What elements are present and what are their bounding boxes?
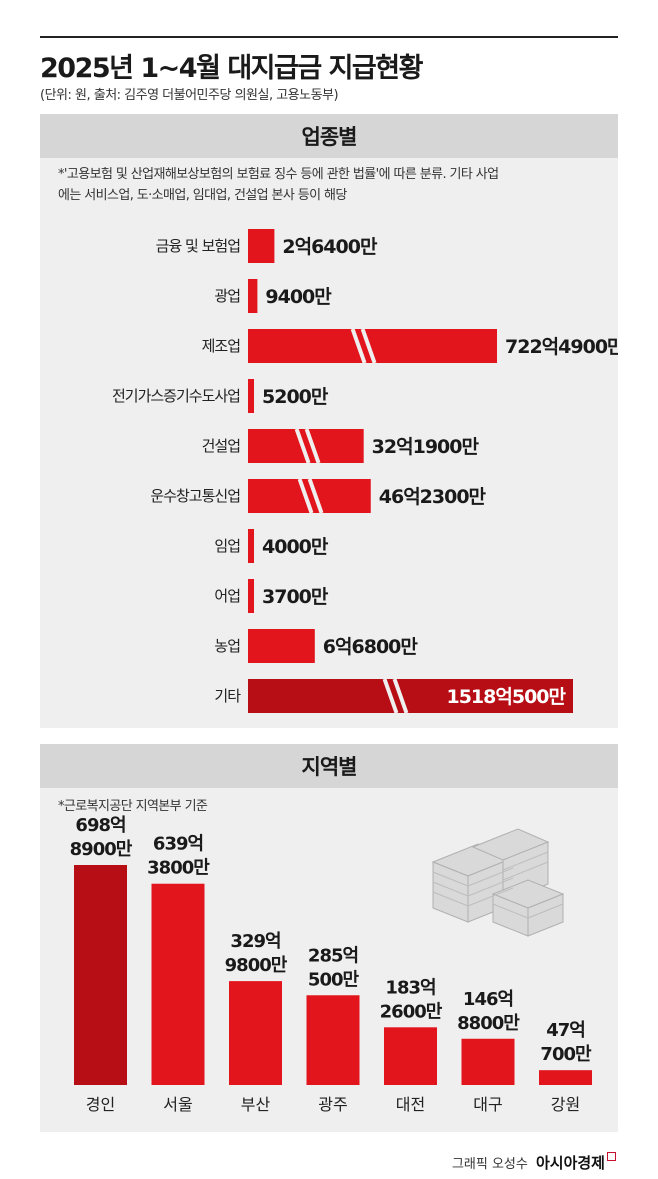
axis-break-mark bbox=[294, 428, 321, 464]
region-value-label-top: 47억 bbox=[546, 1020, 585, 1041]
region-value-label-bottom: 9800만 bbox=[225, 955, 288, 976]
industry-value-label: 46억2300만 bbox=[379, 486, 487, 508]
industry-category-label: 농업 bbox=[214, 637, 240, 655]
axis-break-mark bbox=[297, 478, 324, 514]
region-bar bbox=[74, 865, 127, 1085]
logo-mark-icon bbox=[607, 1152, 616, 1161]
industry-category-label: 기타 bbox=[214, 687, 241, 705]
industry-value-label: 2억6400만 bbox=[282, 236, 378, 258]
region-category-label: 대구 bbox=[473, 1095, 502, 1114]
region-category-label: 부산 bbox=[241, 1095, 271, 1114]
industry-bar bbox=[248, 279, 258, 313]
industry-bar bbox=[248, 379, 254, 413]
region-bar bbox=[539, 1070, 592, 1085]
industry-bar bbox=[248, 229, 275, 263]
region-value-label-top: 698억 bbox=[75, 815, 125, 836]
axis-break-mark bbox=[382, 678, 409, 714]
region-category-label: 강원 bbox=[551, 1095, 580, 1114]
industry-value-label: 5200만 bbox=[262, 386, 329, 408]
region-bar bbox=[306, 995, 360, 1085]
industry-value-label: 6억6800만 bbox=[323, 636, 419, 658]
region-value-label-bottom: 3800만 bbox=[147, 858, 210, 879]
industry-category-label: 임업 bbox=[214, 537, 240, 555]
industry-note-line2: 에는 서비스업, 도·소매업, 임대업, 건설업 본사 등이 해당 bbox=[58, 188, 347, 203]
industry-bar bbox=[248, 629, 315, 663]
industry-value-label: 4000만 bbox=[262, 536, 329, 558]
industry-category-label: 건설업 bbox=[202, 437, 240, 455]
top-rule bbox=[40, 36, 618, 38]
region-category-label: 광주 bbox=[318, 1095, 347, 1114]
industry-category-label: 어업 bbox=[214, 587, 240, 605]
axis-break-mark bbox=[350, 328, 377, 364]
industry-value-label: 1518억500만 bbox=[446, 686, 566, 708]
publisher-logo: 아시아경제 bbox=[535, 1154, 605, 1172]
industry-category-label: 금융 및 보험업 bbox=[156, 237, 240, 255]
region-heading: 지역별 bbox=[40, 744, 618, 788]
region-bar bbox=[384, 1027, 437, 1085]
region-category-label: 대전 bbox=[396, 1095, 425, 1114]
industry-note: *'고용보험 및 산업재해보상보험의 보험료 징수 등에 관한 법률'에 따른 … bbox=[58, 164, 499, 206]
region-value-label-bottom: 8800만 bbox=[457, 1013, 520, 1034]
industry-heading: 업종별 bbox=[40, 114, 618, 158]
industry-category-label: 운수창고통신업 bbox=[150, 487, 240, 505]
region-value-label-top: 639억 bbox=[153, 834, 203, 855]
region-category-label: 서울 bbox=[163, 1095, 192, 1114]
page-title: 2025년 1~4월 대지급금 지급현황 bbox=[40, 53, 423, 84]
region-bar bbox=[461, 1038, 515, 1085]
credit-line: 그래픽 오성수 아시아경제 bbox=[452, 1152, 616, 1173]
industry-category-label: 제조업 bbox=[202, 337, 240, 355]
region-value-label-bottom: 500만 bbox=[308, 969, 360, 990]
region-category-label: 경인 bbox=[86, 1095, 115, 1114]
region-value-label-top: 146억 bbox=[463, 989, 513, 1010]
money-stack-icon bbox=[431, 828, 565, 937]
region-value-label-top: 183억 bbox=[385, 977, 435, 998]
industry-value-label: 9400만 bbox=[265, 286, 332, 308]
industry-bar bbox=[248, 529, 254, 563]
industry-value-label: 722억4900만 bbox=[505, 336, 618, 358]
industry-value-label: 3700만 bbox=[262, 586, 329, 608]
source-note: (단위: 원, 출처: 김주영 더불어민주당 의원실, 고용노동부) bbox=[40, 88, 339, 103]
region-value-label-bottom: 700만 bbox=[540, 1044, 592, 1065]
region-value-label-bottom: 8900만 bbox=[70, 839, 133, 860]
industry-category-label: 전기가스증기수도사업 bbox=[112, 387, 240, 405]
industry-bar bbox=[248, 579, 254, 613]
region-value-label-bottom: 2600만 bbox=[380, 1001, 443, 1022]
region-bar bbox=[151, 883, 205, 1085]
industry-bar bbox=[248, 679, 573, 713]
region-bar bbox=[229, 981, 282, 1085]
industry-value-label: 32억1900만 bbox=[372, 436, 480, 458]
industry-note-line1: *'고용보험 및 산업재해보상보험의 보험료 징수 등에 관한 법률'에 따른 … bbox=[58, 167, 499, 182]
graphic-credit: 그래픽 오성수 bbox=[451, 1157, 528, 1172]
region-value-label-top: 329억 bbox=[230, 931, 280, 952]
region-value-label-top: 285억 bbox=[308, 945, 358, 966]
industry-panel: 업종별 *'고용보험 및 산업재해보상보험의 보험료 징수 등에 관한 법률'에… bbox=[40, 114, 618, 728]
region-note: *근로복지공단 지역본부 기준 bbox=[58, 799, 208, 814]
industry-category-label: 광업 bbox=[214, 287, 240, 305]
